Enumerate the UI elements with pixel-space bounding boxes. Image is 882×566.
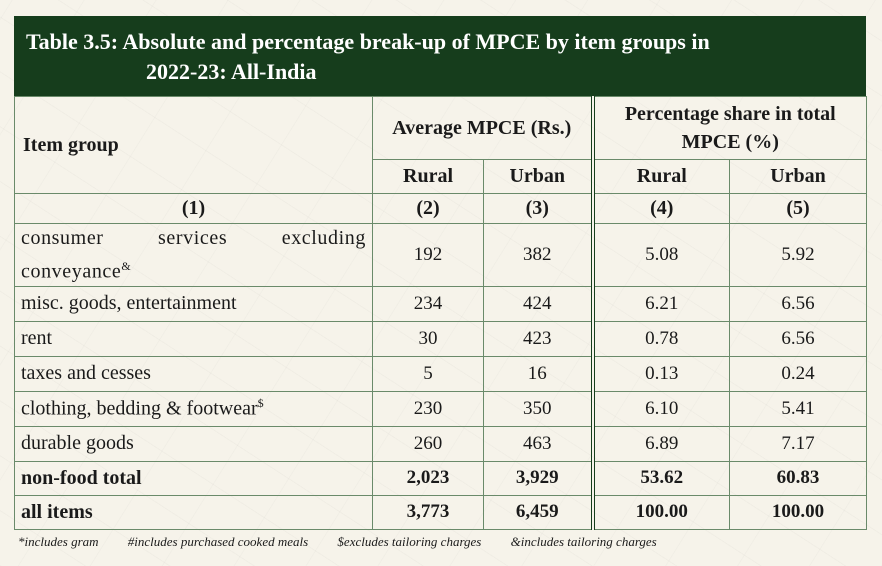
header-rural-pct: Rural (590, 159, 731, 194)
footnote-item: &includes tailoring charges (510, 533, 657, 549)
row-label: clothing, bedding & footwear$ (14, 390, 373, 427)
cell-rural-avg: 3,773 (372, 494, 484, 530)
cell-urban-pct: 5.41 (729, 390, 868, 427)
cell-rural-avg: 230 (372, 390, 484, 427)
col-num-3: (3) (482, 193, 594, 224)
title-line-1: Table 3.5: Absolute and percentage break… (26, 29, 710, 54)
table-row: taxes and cesses 5 16 0.13 0.24 (14, 355, 868, 392)
header-percentage-share: Percentage share in total MPCE (%) (590, 96, 868, 160)
mpce-table: Item group Average MPCE (Rs.) Percentage… (14, 96, 868, 530)
table-row: consumer services excluding conveyance& … (14, 223, 868, 287)
footnote-item: *includes gram (18, 533, 99, 549)
row-label: non-food total (14, 460, 373, 496)
cell-rural-pct: 53.62 (590, 460, 731, 496)
cell-rural-avg: 260 (372, 425, 484, 462)
cell-rural-pct: 100.00 (590, 494, 731, 530)
footnote-item: $excludes tailoring charges (337, 533, 482, 549)
header-item-group: Item group (14, 96, 373, 194)
cell-urban-avg: 6,459 (482, 494, 594, 530)
cell-urban-avg: 382 (482, 223, 594, 287)
row-label: consumer services excluding conveyance& (14, 223, 373, 287)
table-frame: Table 3.5: Absolute and percentage break… (14, 16, 868, 550)
cell-rural-pct: 5.08 (590, 223, 731, 287)
row-label: taxes and cesses (14, 355, 373, 392)
header-urban-avg: Urban (482, 159, 594, 194)
cell-urban-avg: 3,929 (482, 460, 594, 496)
table-row: durable goods 260 463 6.89 7.17 (14, 425, 868, 462)
cell-rural-pct: 6.89 (590, 425, 731, 462)
header-rural-avg: Rural (372, 159, 484, 194)
cell-urban-pct: 7.17 (729, 425, 868, 462)
table-title: Table 3.5: Absolute and percentage break… (14, 16, 866, 96)
cell-urban-avg: 350 (482, 390, 594, 427)
cell-urban-avg: 16 (482, 355, 594, 392)
table-row-total: non-food total 2,023 3,929 53.62 60.83 (14, 460, 868, 496)
cell-rural-avg: 2,023 (372, 460, 484, 496)
cell-urban-pct: 60.83 (729, 460, 868, 496)
row-label: all items (14, 494, 373, 530)
cell-urban-pct: 6.56 (729, 285, 868, 322)
col-num-5: (5) (729, 193, 868, 224)
title-line-2: 2022-23: All-India (146, 59, 317, 84)
col-num-1: (1) (14, 193, 373, 224)
cell-rural-avg: 234 (372, 285, 484, 322)
table-row: rent 30 423 0.78 6.56 (14, 320, 868, 357)
col-num-4: (4) (590, 193, 731, 224)
row-label: misc. goods, entertainment (14, 285, 373, 322)
cell-rural-pct: 0.78 (590, 320, 731, 357)
cell-rural-avg: 30 (372, 320, 484, 357)
table-row: clothing, bedding & footwear$ 230 350 6.… (14, 390, 868, 427)
row-label: durable goods (14, 425, 373, 462)
cell-rural-pct: 6.21 (590, 285, 731, 322)
cell-urban-pct: 100.00 (729, 494, 868, 530)
cell-urban-avg: 424 (482, 285, 594, 322)
col-num-2: (2) (372, 193, 484, 224)
cell-rural-pct: 6.10 (590, 390, 731, 427)
cell-rural-avg: 192 (372, 223, 484, 287)
cell-urban-avg: 423 (482, 320, 594, 357)
row-label: rent (14, 320, 373, 357)
footnotes: *includes gram #includes purchased cooke… (14, 534, 866, 550)
footnote-item: #includes purchased cooked meals (127, 533, 309, 549)
cell-urban-pct: 5.92 (729, 223, 868, 287)
table-row: misc. goods, entertainment 234 424 6.21 … (14, 285, 868, 322)
table-row-total: all items 3,773 6,459 100.00 100.00 (14, 494, 868, 530)
cell-rural-pct: 0.13 (590, 355, 731, 392)
cell-urban-avg: 463 (482, 425, 594, 462)
header-average-mpce: Average MPCE (Rs.) (371, 96, 594, 160)
cell-rural-avg: 5 (372, 355, 484, 392)
cell-urban-pct: 0.24 (729, 355, 868, 392)
cell-urban-pct: 6.56 (729, 320, 868, 357)
header-urban-pct: Urban (729, 159, 868, 194)
